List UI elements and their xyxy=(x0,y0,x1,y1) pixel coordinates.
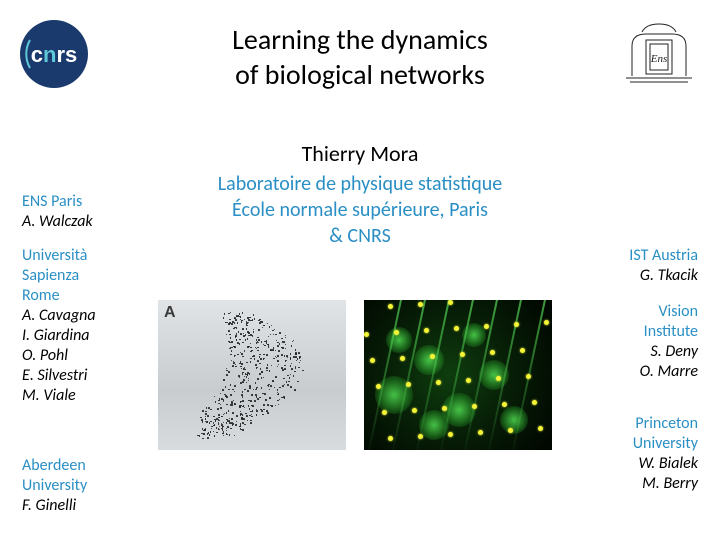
collab-sapienza: Università Sapienza Rome A. Cavagna I. G… xyxy=(22,246,96,406)
collab-ens-paris: ENS Paris A. Walczak xyxy=(22,192,93,232)
collab-ist-austria: IST Austria G. Tkacik xyxy=(629,246,698,286)
figure-flock: A xyxy=(158,300,346,450)
retina-image xyxy=(364,300,552,450)
figure-retina xyxy=(364,300,552,450)
collab-vision-institute: Vision Institute S. Deny O. Marre xyxy=(640,302,698,382)
flock-image xyxy=(158,300,346,450)
title-line-1: Learning the dynamics xyxy=(0,22,720,57)
author-name: Thierry Mora xyxy=(0,140,720,167)
author-block: Thierry Mora Laboratoire de physique sta… xyxy=(0,140,720,249)
title-line-2: of biological networks xyxy=(0,57,720,92)
affiliation: Laboratoire de physique statistique Écol… xyxy=(0,171,720,249)
slide-title: Learning the dynamics of biological netw… xyxy=(0,22,720,92)
collab-princeton: Princeton University W. Bialek M. Berry xyxy=(633,414,698,494)
figure-label: A xyxy=(164,304,176,322)
figures-row: A xyxy=(158,300,552,450)
collab-aberdeen: Aberdeen University F. Ginelli xyxy=(22,456,87,516)
